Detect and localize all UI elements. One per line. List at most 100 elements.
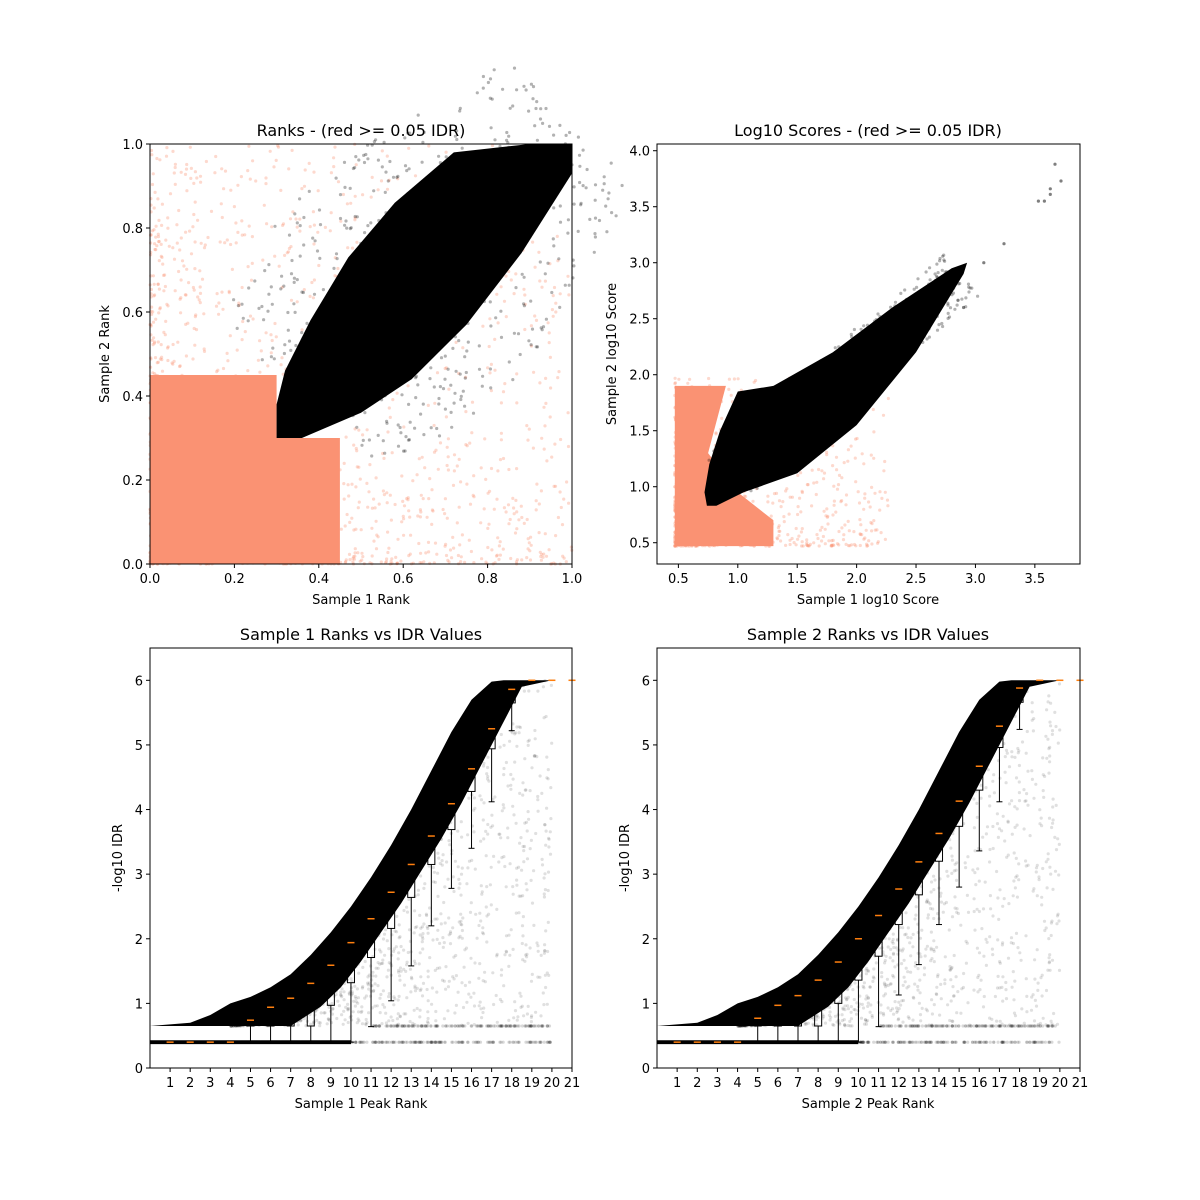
fail-point bbox=[868, 505, 872, 509]
pass-point bbox=[945, 275, 949, 279]
pass-point bbox=[820, 407, 824, 412]
fail-point bbox=[243, 330, 247, 334]
pass-point bbox=[795, 418, 799, 422]
fail-point bbox=[264, 176, 268, 180]
fail-point bbox=[766, 494, 770, 498]
fail-point bbox=[858, 518, 862, 522]
pass-point bbox=[300, 331, 304, 335]
fail-point bbox=[316, 230, 320, 234]
fail-point bbox=[502, 506, 506, 510]
fail-point bbox=[805, 538, 809, 542]
fail-point bbox=[179, 278, 183, 282]
fail-point bbox=[533, 265, 537, 269]
fail-point bbox=[834, 510, 838, 514]
point bbox=[859, 1016, 864, 1020]
pass-point bbox=[894, 338, 898, 342]
pass-point bbox=[380, 398, 384, 402]
pass-point bbox=[334, 176, 338, 180]
pass-point bbox=[529, 343, 533, 347]
fail-point bbox=[156, 282, 160, 286]
x-tick-label: 19 bbox=[524, 1076, 541, 1091]
pass-point bbox=[359, 367, 363, 371]
fail-point bbox=[452, 453, 457, 457]
fail-point bbox=[178, 364, 182, 368]
pass-point bbox=[811, 389, 815, 393]
fail-point bbox=[355, 240, 359, 244]
point bbox=[478, 962, 482, 966]
pass-point bbox=[597, 218, 602, 223]
fail-point bbox=[865, 542, 869, 546]
fail-point bbox=[486, 491, 490, 495]
fail-point bbox=[157, 218, 161, 222]
fail-point bbox=[499, 285, 503, 289]
point bbox=[511, 892, 515, 896]
pass-point bbox=[383, 451, 387, 455]
point bbox=[340, 995, 344, 999]
point bbox=[430, 1002, 434, 1006]
pass-point bbox=[727, 443, 731, 447]
pass-point bbox=[335, 380, 339, 385]
fail-point bbox=[727, 387, 731, 391]
pass-point bbox=[516, 332, 521, 336]
fail-point bbox=[501, 456, 506, 461]
pass-point bbox=[754, 431, 758, 435]
point bbox=[399, 1024, 403, 1028]
pass-point bbox=[369, 221, 373, 225]
pass-point bbox=[500, 190, 504, 194]
fail-point bbox=[311, 210, 315, 214]
point bbox=[405, 960, 409, 964]
point bbox=[459, 893, 463, 897]
point bbox=[492, 1002, 496, 1007]
pass-point bbox=[529, 82, 534, 86]
fail-point bbox=[714, 432, 718, 436]
y-axis-label: Sample 2 log10 Score bbox=[605, 283, 620, 425]
pass-point bbox=[335, 257, 339, 261]
fail-point bbox=[544, 401, 548, 405]
pass-point bbox=[810, 437, 814, 441]
pass-point bbox=[579, 203, 583, 207]
fail-point bbox=[794, 543, 798, 547]
pass-point bbox=[518, 352, 522, 357]
point bbox=[457, 1040, 461, 1044]
point bbox=[443, 885, 447, 889]
point bbox=[519, 994, 523, 998]
pass-point bbox=[458, 109, 462, 113]
pass-point bbox=[443, 407, 447, 411]
fail-point bbox=[159, 242, 163, 246]
point bbox=[545, 1002, 549, 1006]
point bbox=[516, 1040, 520, 1044]
point bbox=[1042, 795, 1046, 800]
fail-point bbox=[457, 371, 461, 375]
fail-point bbox=[519, 504, 523, 508]
fail-point bbox=[350, 516, 354, 520]
fail-point bbox=[426, 540, 431, 545]
fail-point bbox=[529, 344, 534, 348]
fail-point bbox=[846, 459, 850, 463]
fail-point bbox=[157, 311, 161, 315]
point bbox=[949, 978, 953, 982]
fail-point bbox=[288, 217, 293, 221]
y-tick-label: 1.0 bbox=[629, 481, 650, 496]
pass-point bbox=[377, 218, 381, 223]
point bbox=[477, 976, 481, 980]
pass-point bbox=[330, 390, 334, 394]
point bbox=[893, 965, 897, 969]
pass-point bbox=[712, 457, 716, 461]
pass-point bbox=[467, 316, 471, 320]
fail-point bbox=[817, 544, 821, 548]
fail-point bbox=[268, 149, 272, 153]
pass-point bbox=[513, 180, 517, 184]
fail-point bbox=[419, 510, 423, 514]
pass-point bbox=[844, 398, 848, 402]
fail-point bbox=[514, 498, 518, 502]
pass-point bbox=[373, 372, 377, 376]
pass-point bbox=[287, 233, 292, 237]
fail-point bbox=[418, 561, 422, 565]
pass-point bbox=[489, 126, 493, 130]
fail-point bbox=[779, 539, 783, 543]
fail-point bbox=[276, 145, 281, 149]
point bbox=[343, 1018, 347, 1022]
fail-point bbox=[376, 188, 380, 192]
fail-point bbox=[431, 509, 435, 513]
pass-point bbox=[578, 164, 582, 168]
